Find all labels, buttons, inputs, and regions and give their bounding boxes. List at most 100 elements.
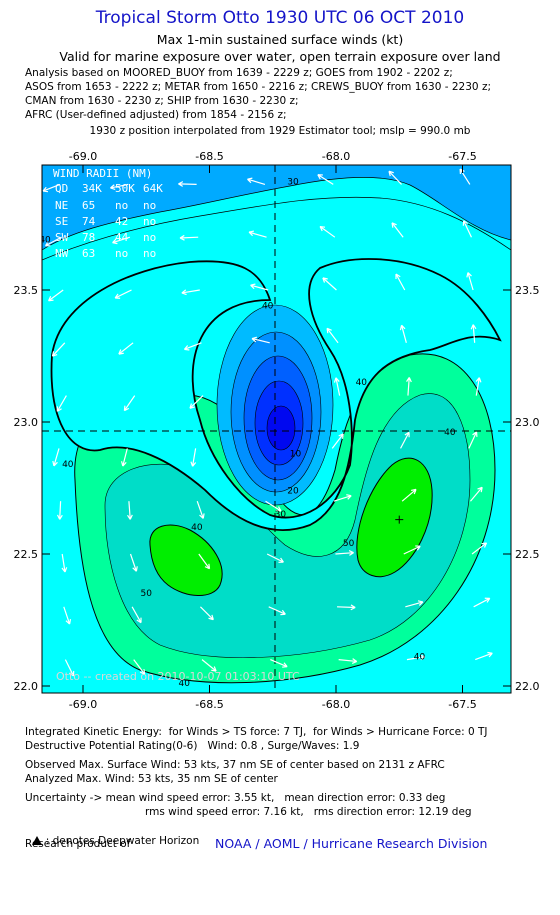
contour-label: 40 <box>356 378 368 388</box>
wind-arrow <box>133 659 146 675</box>
x-tick-label-top: -68.5 <box>195 150 223 163</box>
wind-arrow <box>120 448 128 467</box>
contour-50-right <box>356 457 433 578</box>
wind-radii-column-header: 34K <box>82 182 102 195</box>
wind-arrow <box>114 289 132 299</box>
wind-arrow <box>388 170 402 185</box>
wind-arrow <box>56 395 67 412</box>
wind-arrow <box>131 606 142 624</box>
wind-arrow <box>248 230 267 238</box>
y-tick-label-left: 23.0 <box>14 416 39 429</box>
wind-arrow <box>129 553 138 572</box>
wind-radii-cell: no <box>115 247 128 260</box>
analysis-line-2: ASOS from 1653 - 2222 z; METAR from 1650… <box>25 81 491 93</box>
contour-labels: 30 40 40 40 40 40 40 40 40 50 50 20 10 30 <box>42 177 456 689</box>
wind-arrow <box>401 488 417 502</box>
wind-radii-cell: NE <box>55 199 68 212</box>
wind-arrow <box>63 606 72 625</box>
wind-arrow <box>333 494 352 502</box>
uncertainty-line-2: rms wind speed error: 7.16 kt, rms direc… <box>145 806 472 818</box>
wind-radii-column-header: 64K <box>143 182 163 195</box>
contour-40-inner-crescent <box>50 258 502 531</box>
dpr-text: Destructive Potential Rating(0-6) Wind: … <box>25 740 360 752</box>
contour-label: 20 <box>287 486 299 496</box>
contour-label: 50 <box>141 589 153 599</box>
analysis-line-3: CMAN from 1630 - 2230 z; SHIP from 1630 … <box>25 95 299 107</box>
research-org-link[interactable]: NOAA / AOML / Hurricane Research Divisio… <box>215 836 488 851</box>
wind-radii-cell: SE <box>55 215 68 228</box>
wind-arrow <box>178 181 197 187</box>
wind-arrow <box>333 377 341 396</box>
contour-label: 30 <box>275 510 287 520</box>
wind-radii-title: WIND RADII (NM) <box>53 167 152 180</box>
contour-label: 40 <box>178 679 190 689</box>
contour-50-left <box>149 524 223 596</box>
wind-arrow <box>61 553 68 573</box>
wind-arrow <box>42 183 61 193</box>
wind-radii-table: WIND RADII (NM) QD 34K 50K 64K NE 65 no no SE 74 42… <box>53 167 163 260</box>
y-tick-label-left: 22.5 <box>14 548 39 561</box>
deepwater-legend: : denotes Deepwater Horizon <box>25 823 199 847</box>
wind-radii-column-header: QD <box>55 182 68 195</box>
wind-arrow <box>179 234 199 241</box>
wind-arrow <box>337 604 356 611</box>
wind-arrow <box>462 220 473 238</box>
wind-arrow <box>466 272 474 291</box>
wind-arrow <box>335 550 354 556</box>
wind-arrow <box>56 501 63 520</box>
contour-label: 50 <box>343 539 355 549</box>
wind-radii-cell: 78 <box>82 231 95 244</box>
wind-arrow <box>189 395 204 409</box>
core-contour-10 <box>266 405 296 451</box>
wind-arrow <box>322 277 337 291</box>
map-subtitle-exposure: Valid for marine exposure over water, op… <box>59 49 501 64</box>
wind-arrow <box>190 448 197 467</box>
wind-arrow <box>250 283 269 291</box>
contour-label: 30 <box>287 177 299 187</box>
wind-radii-cell: no <box>115 199 128 212</box>
y-tick-label-left: 22.0 <box>14 680 39 693</box>
map-title: Tropical Storm Otto 1930 UTC 06 OCT 2010 <box>95 8 465 28</box>
oil-rig-icon <box>31 836 42 845</box>
wind-arrow <box>112 236 131 245</box>
x-tick-label-top: -69.0 <box>69 150 97 163</box>
contour-30-region <box>42 165 511 251</box>
wind-arrow <box>403 545 421 555</box>
y-tick-label-right: 22.0 <box>515 680 540 693</box>
wind-arrow <box>51 342 66 357</box>
wind-arrow <box>475 377 482 396</box>
observed-max-text: Observed Max. Surface Wind: 53 kts, 37 n… <box>25 759 445 771</box>
wind-radii-cell: 74 <box>82 215 96 228</box>
x-tick-label-top: -68.0 <box>322 150 350 163</box>
analysis-line-1: Analysis based on MOORED_BUOY from 1639 … <box>25 67 453 79</box>
map-credit: Otto -- created on 2010-10-07 01:03:10 U… <box>56 670 300 683</box>
uncertainty-line-1: Uncertainty -> mean wind speed error: 3.… <box>25 792 446 804</box>
wind-arrow <box>319 225 336 238</box>
wind-arrow <box>110 183 129 191</box>
contour-label: 40 <box>62 460 74 470</box>
wind-arrow <box>470 486 483 502</box>
contour-label: 40 <box>414 653 426 663</box>
ike-text: Integrated Kinetic Energy: for Winds > T… <box>25 726 488 738</box>
wind-arrow <box>326 327 339 344</box>
wind-arrow <box>199 606 214 621</box>
wind-arrow <box>317 174 334 185</box>
wind-arrow <box>118 342 134 355</box>
wind-radii-cell: 42 <box>115 215 128 228</box>
wind-radii-cell: no <box>143 231 156 244</box>
wind-radii-cell: SW <box>55 231 69 244</box>
wind-arrow <box>270 659 288 668</box>
wind-arrow <box>247 177 266 185</box>
wind-radii-cell: no <box>143 215 156 228</box>
wind-arrow <box>400 431 410 449</box>
y-tick-label-left: 23.5 <box>14 284 39 297</box>
wind-arrow <box>406 654 426 661</box>
wind-arrow <box>52 448 60 467</box>
wind-arrow <box>45 236 62 247</box>
wind-radii-cell: NW <box>55 247 69 260</box>
analysis-line-4: AFRC (User-defined adjusted) from 1854 -… <box>25 109 287 121</box>
research-label: Research product of <box>25 838 131 850</box>
wind-arrow <box>181 289 200 296</box>
wind-arrow <box>198 553 211 570</box>
